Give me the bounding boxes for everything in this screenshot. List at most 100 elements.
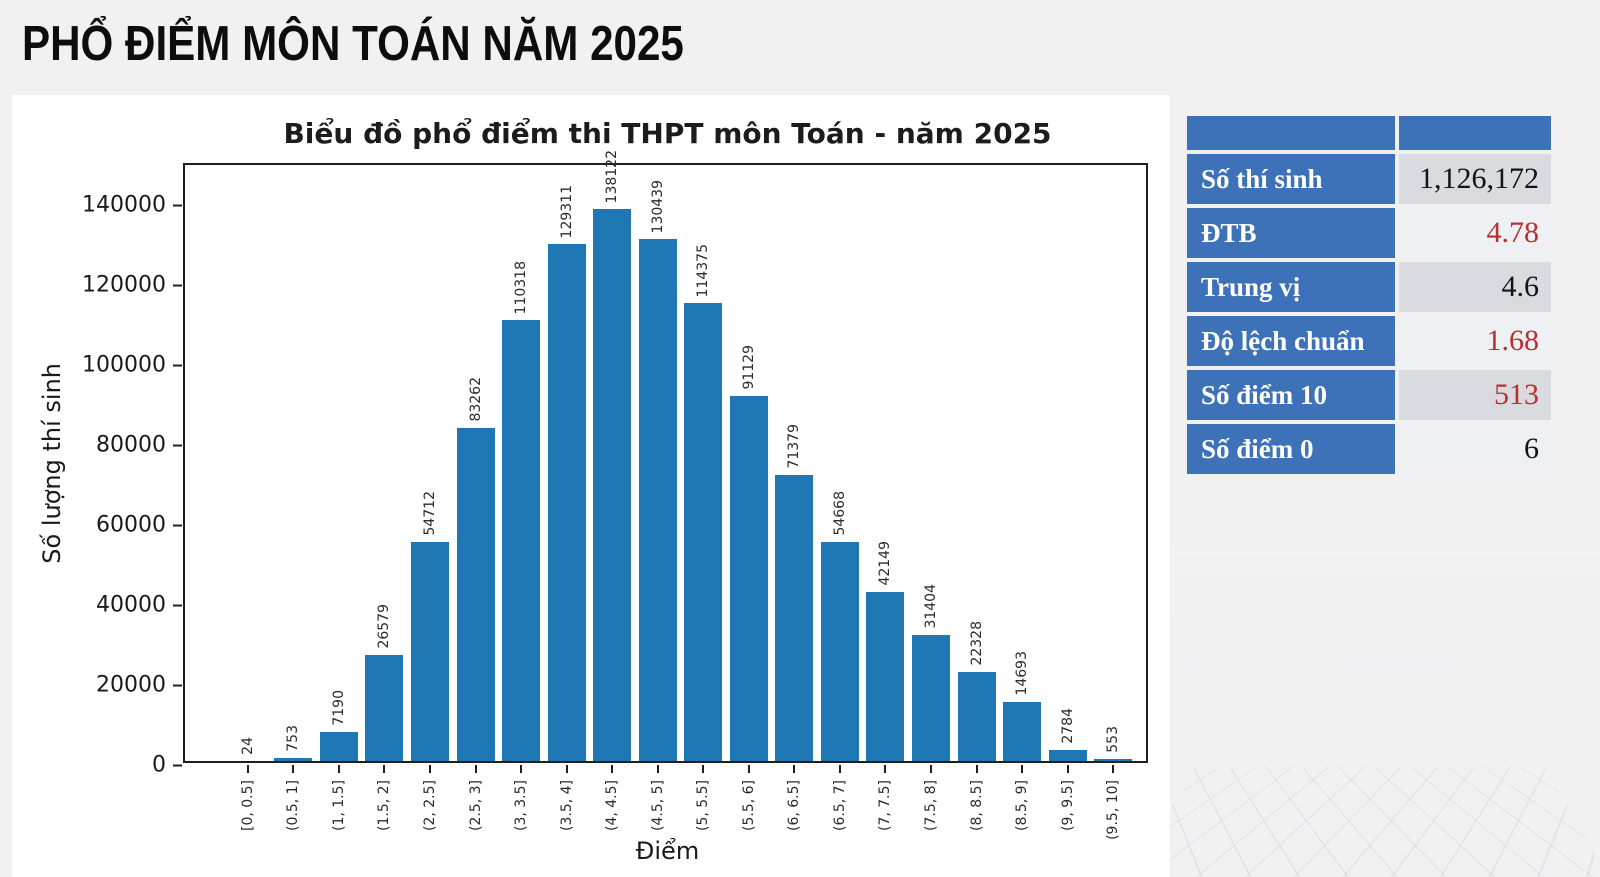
chart-title: Biểu đồ phổ điểm thi THPT môn Toán - năm… [283, 117, 1052, 150]
y-axis: 0 20000 40000 60000 80000 100000 120000 140000 [62, 165, 182, 778]
x-tick: (4.5, 5] [635, 765, 681, 840]
bar-value-label: 24 [239, 737, 256, 755]
table-header-label-cell [1187, 116, 1395, 150]
y-tick: 20000 [96, 673, 182, 698]
x-tick-mark [1021, 765, 1024, 773]
y-tick-mark [173, 764, 182, 766]
bar [274, 758, 313, 761]
stat-value: 4.78 [1399, 208, 1551, 258]
x-tick: (7, 7.5] [863, 765, 909, 840]
bar-value-label: 71379 [786, 424, 803, 469]
bar [547, 244, 586, 761]
x-tick-label: (9, 9.5] [1059, 780, 1076, 831]
y-tick: 120000 [82, 273, 182, 298]
table-row: Trung vị 4.6 [1187, 262, 1551, 312]
x-tick-label: (3, 3.5] [513, 780, 530, 831]
bar-value-label: 26579 [376, 604, 393, 649]
bar-cell: 129311 [544, 165, 590, 761]
bar-cell: 14693 [999, 165, 1045, 761]
x-tick: (5.5, 6] [726, 765, 772, 840]
x-tick-label: (4, 4.5] [604, 780, 621, 831]
y-tick-label: 0 [152, 752, 166, 778]
y-tick-label: 20000 [96, 672, 166, 698]
bar-value-label: 2784 [1059, 708, 1076, 744]
x-tick-label: (4.5, 5] [649, 780, 666, 831]
x-tick-mark [428, 765, 431, 773]
x-tick: (9.5, 10] [1090, 765, 1136, 840]
bar-value-label: 22328 [968, 621, 985, 666]
bar [684, 303, 723, 761]
x-tick: (5, 5.5] [680, 765, 726, 840]
x-tick-label: (3.5, 4] [558, 780, 575, 831]
x-tick: (8.5, 9] [999, 765, 1045, 840]
bar-value-label: 114375 [695, 243, 712, 297]
bar [502, 320, 541, 761]
table-row: Độ lệch chuẩn 1.68 [1187, 316, 1551, 366]
y-tick-mark [173, 284, 182, 286]
x-tick-label: (6.5, 7] [831, 780, 848, 831]
bar-value-label: 42149 [877, 541, 894, 586]
x-tick: (4, 4.5] [589, 765, 635, 840]
x-tick-mark [1112, 765, 1115, 773]
x-tick: (6.5, 7] [817, 765, 863, 840]
x-axis-title: Điểm [635, 837, 700, 865]
x-tick: (6, 6.5] [772, 765, 818, 840]
bar-cell: 42149 [863, 165, 909, 761]
bar-cell: 54668 [817, 165, 863, 761]
x-tick-label: (0.5, 1] [285, 780, 302, 831]
x-tick: (2, 2.5] [407, 765, 453, 840]
x-tick-label: (5, 5.5] [695, 780, 712, 831]
bar [957, 672, 996, 761]
x-tick: (2.5, 3] [453, 765, 499, 840]
x-tick-label: (1.5, 2] [376, 780, 393, 831]
x-tick-label: (1, 1.5] [330, 780, 347, 831]
bar-cell: 83262 [453, 165, 499, 761]
bar-cell: 2784 [1045, 165, 1091, 761]
y-tick: 40000 [96, 593, 182, 618]
x-tick-mark [656, 765, 659, 773]
bar-value-label: 54712 [421, 491, 438, 536]
table-row: Số thí sinh 1,126,172 [1187, 154, 1551, 204]
x-tick-mark [1066, 765, 1069, 773]
bar-cell: 553 [1090, 165, 1136, 761]
bar [410, 542, 449, 761]
stat-value: 6 [1399, 424, 1551, 474]
table-row: Số điểm 10 513 [1187, 370, 1551, 420]
x-tick: (8, 8.5] [954, 765, 1000, 840]
bar-value-label: 54668 [831, 491, 848, 536]
y-tick: 80000 [96, 433, 182, 458]
stat-value: 1.68 [1399, 316, 1551, 366]
bar [319, 732, 358, 761]
x-tick-label: (9.5, 10] [1105, 780, 1122, 840]
y-tick-label: 80000 [96, 432, 166, 458]
bar [1094, 759, 1133, 761]
bar-cell: 91129 [726, 165, 772, 761]
table-header-row [1187, 116, 1551, 150]
y-tick-label: 40000 [96, 592, 166, 618]
bar-cell: 114375 [680, 165, 726, 761]
bar [911, 635, 950, 761]
x-tick-mark [474, 765, 477, 773]
y-tick-mark [173, 604, 182, 606]
x-tick-label: (2, 2.5] [421, 780, 438, 831]
y-tick-label: 140000 [82, 192, 166, 218]
y-tick-mark [173, 524, 182, 526]
bar [729, 396, 768, 761]
y-tick: 140000 [82, 193, 182, 218]
page-title: PHỔ ĐIỂM MÔN TOÁN NĂM 2025 [22, 17, 684, 71]
x-tick: (3.5, 4] [544, 765, 590, 840]
x-tick-mark [929, 765, 932, 773]
x-tick: (3, 3.5] [498, 765, 544, 840]
x-tick-mark [383, 765, 386, 773]
bar-cell: 24 [225, 165, 271, 761]
y-tick-mark [173, 684, 182, 686]
y-tick-label: 60000 [96, 512, 166, 538]
stat-value: 513 [1399, 370, 1551, 420]
stat-label: Trung vị [1187, 262, 1395, 312]
x-tick-mark [520, 765, 523, 773]
x-tick-mark [793, 765, 796, 773]
bar [365, 655, 404, 761]
x-axis: [0, 0.5] (0.5, 1] (1, 1.5] (1.5, 2] (2, 2.5]… [185, 765, 1146, 840]
x-tick-label: [0, 0.5] [239, 780, 256, 831]
